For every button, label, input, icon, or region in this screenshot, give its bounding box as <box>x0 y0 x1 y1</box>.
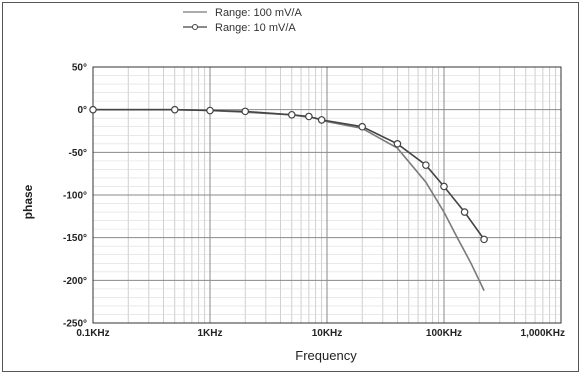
y-tick-labels: 50° 0° -50° -100° -150° -200° -250° <box>63 63 87 330</box>
y-tick-label: -100° <box>63 191 87 202</box>
series-2-point <box>89 105 97 114</box>
series-2-point <box>206 106 214 115</box>
chart-frame <box>2 2 579 372</box>
series-2-point <box>317 116 326 124</box>
x-tick-label: 100KHz <box>426 328 462 339</box>
series-2-point <box>170 105 179 114</box>
series-2-point <box>460 208 469 216</box>
x-tick-label: 10KHz <box>312 328 343 339</box>
legend-marker-series-2 <box>192 24 198 30</box>
x-axis-label: Frequency <box>295 348 357 363</box>
series-2-point <box>393 140 402 148</box>
x-tick-labels: 0.1KHz 1KHz 10KHz 100KHz 1,000KHz <box>76 328 565 339</box>
y-tick-label: -50° <box>69 148 87 159</box>
y-tick-label: 0° <box>77 105 87 116</box>
series-2-point <box>358 122 367 131</box>
legend-label-series-1: Range: 100 mV/A <box>215 7 302 19</box>
series-2-point <box>241 107 250 116</box>
y-tick-label: -150° <box>63 233 87 244</box>
series-2-point <box>287 110 296 119</box>
y-tick-label: 50° <box>72 63 87 74</box>
series-line-2 <box>93 108 485 240</box>
series-2-point <box>440 182 448 191</box>
x-tick-label: 0.1KHz <box>76 328 109 339</box>
legend-label-series-2: Range: 10 mV/A <box>215 22 296 34</box>
x-tick-label: 1KHz <box>197 328 222 339</box>
series-layer <box>89 105 488 291</box>
y-tick-label: -250° <box>63 319 87 330</box>
x-tick-label: 1,000KHz <box>521 328 565 339</box>
y-tick-label: -200° <box>63 276 87 287</box>
y-axis-label: phase <box>21 184 35 219</box>
series-2-point <box>305 112 313 121</box>
legend: Range: 100 mV/A Range: 10 mV/A <box>183 7 302 34</box>
plot-border <box>92 66 562 324</box>
series-2-point <box>422 161 430 169</box>
series-2-point <box>480 235 488 244</box>
